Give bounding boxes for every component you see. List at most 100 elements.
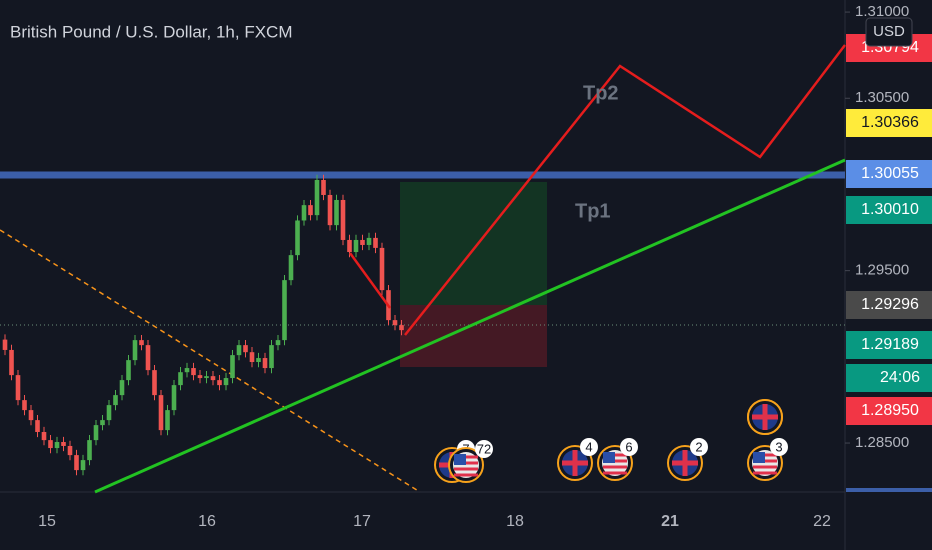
annotation: Tp1 [575,200,611,222]
candle-body [80,460,86,471]
candle-body [74,455,79,471]
x-tick-label: 17 [353,513,371,530]
candle-body [197,375,203,379]
candle-body [308,205,313,216]
price-tag [846,109,932,137]
flag [454,467,478,471]
price-tag-label: 24:06 [880,369,920,386]
candle-body [321,179,326,195]
price-tag [846,364,932,392]
price-tag [846,160,932,188]
candle-body [35,420,40,433]
candle-body [334,199,339,226]
candle-body [100,420,105,426]
price-tag [846,196,932,224]
price-tag-label: 1.28950 [861,402,919,419]
candle-body [366,237,372,245]
currency-button-label[interactable]: USD [873,23,905,40]
candle-body [210,376,216,381]
flag [603,465,627,469]
event-count: 4 [585,439,592,454]
candle-body [178,372,183,386]
price-tag-label: 1.30010 [861,201,919,218]
candle-body [347,239,352,253]
annotation: Tp2 [583,82,619,104]
candle-body [113,395,118,406]
candle-body [204,376,209,379]
y-tick-label: 1.30500 [855,89,909,106]
candle-body [87,440,92,461]
candle-body [256,358,261,363]
candle-body [275,340,281,346]
event-count-bubble [770,438,788,456]
x-tick-label: 16 [198,513,216,530]
candle-body [249,352,255,363]
event-count: 2 [695,439,702,454]
trend-line-dashed [0,229,421,493]
candle-body [223,378,229,386]
support-line [94,158,846,494]
x-tick-label: 15 [38,513,56,530]
x-tick-label: 21 [661,513,679,530]
price-tag-label: 1.30055 [861,165,919,182]
price-tag [846,331,932,359]
candle-body [145,345,151,371]
event-count-bubble [620,438,638,456]
candle-body [54,442,60,449]
candle-body [22,400,27,411]
event-count-bubble [690,438,708,456]
flag [454,473,478,477]
price-tag-label: 1.29189 [861,336,919,353]
candle-body [314,179,320,216]
candle-body [301,205,307,221]
flag [603,471,627,475]
chart-title: British Pound / U.S. Dollar, 1h, FXCM [10,22,293,41]
candle-body [269,345,274,369]
candles [2,174,404,476]
candle-body [184,368,190,373]
events: 7724623 [434,399,788,483]
candle-body [236,345,242,356]
x-tick-label: 22 [813,513,831,530]
candle-body [119,380,125,396]
candle-body [2,339,8,350]
candle-body [93,425,99,441]
candle-body [48,440,53,449]
price-tag [846,291,932,319]
event-count-bubble [475,440,493,458]
flag [753,465,777,469]
candle-body [392,320,398,326]
event-count: 6 [625,439,632,454]
projection-path [404,44,846,336]
event-count: 3 [775,439,782,454]
candle-body [327,194,333,226]
candle-body [15,375,21,401]
projection-line [348,252,392,309]
candle-body [191,368,196,376]
flag [572,450,578,476]
candle-body [67,445,73,456]
candle-body [165,410,170,431]
candle-body [171,385,177,411]
candle-body [41,432,47,441]
candle-body [61,442,66,446]
candle-body [217,380,222,386]
candle-body [132,340,138,361]
flag [454,454,466,465]
price-tag-label: 1.30366 [861,114,919,131]
candle-body [106,405,112,421]
candle-body [379,247,385,291]
target-zone [400,182,547,305]
currency-button[interactable] [865,17,913,47]
candle-body [288,255,294,281]
candle-body [360,239,365,245]
price-tag [846,397,932,425]
y-tick-label: 1.29500 [855,262,909,279]
event-count-bubble [580,438,598,456]
x-tick-label: 18 [506,513,524,530]
candle-body [295,220,300,256]
flag [762,404,768,430]
axis-marker [846,488,932,492]
